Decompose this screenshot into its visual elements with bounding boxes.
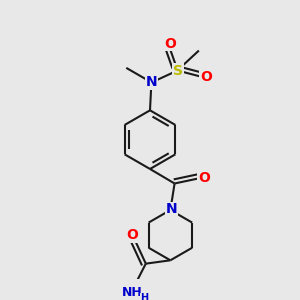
Text: O: O — [126, 228, 138, 242]
Text: N: N — [146, 75, 157, 89]
Text: O: O — [198, 172, 210, 185]
Text: S: S — [173, 64, 183, 78]
Text: NH: NH — [122, 286, 143, 299]
Text: N: N — [166, 202, 178, 217]
Text: O: O — [200, 70, 212, 84]
Text: H: H — [140, 293, 148, 300]
Text: O: O — [164, 37, 176, 51]
